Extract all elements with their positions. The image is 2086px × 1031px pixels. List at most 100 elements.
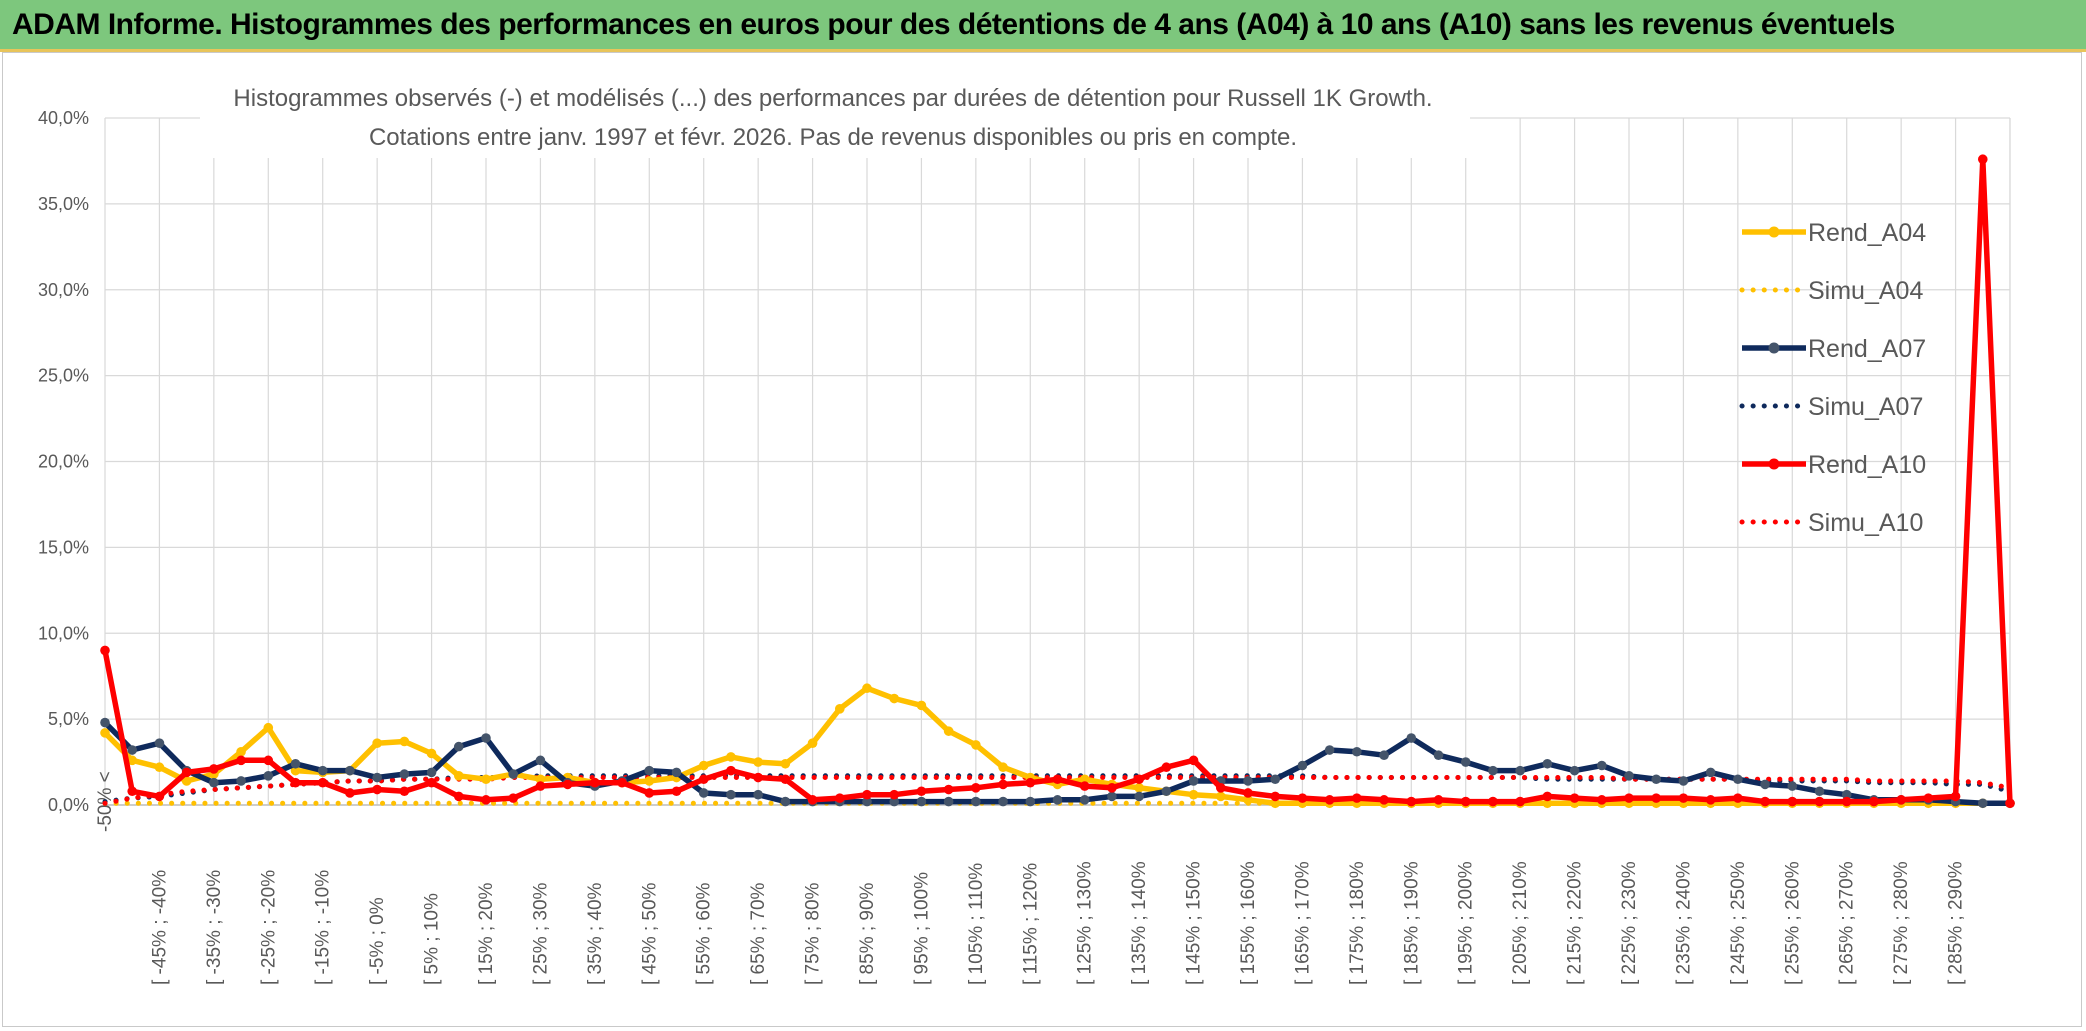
data-point — [1052, 795, 1063, 805]
data-point — [1324, 745, 1335, 755]
data-point — [971, 740, 981, 750]
data-point — [1079, 781, 1090, 791]
data-point — [889, 693, 900, 704]
legend-marker-Rend_A07 — [1768, 342, 1780, 354]
data-point — [1841, 796, 1852, 807]
data-point — [998, 796, 1008, 807]
legend-label: Rend_A07 — [1808, 335, 1926, 363]
data-point — [1188, 789, 1199, 800]
data-point — [317, 765, 328, 776]
data-point — [317, 777, 328, 788]
x-tick-label: [ 215% ; 220% — [1565, 861, 1586, 985]
data-point — [698, 760, 709, 771]
data-point — [1760, 779, 1770, 790]
x-tick-label: [ 75% ; 80% — [803, 882, 824, 985]
data-point — [1161, 762, 1172, 773]
data-point — [426, 777, 437, 788]
data-point — [263, 771, 274, 781]
data-point — [453, 741, 464, 752]
data-point — [644, 788, 655, 798]
x-tick-label: [ 5% ; 10% — [422, 893, 443, 985]
data-point — [535, 755, 546, 766]
data-point — [1569, 765, 1580, 776]
data-point — [1488, 796, 1498, 807]
data-point — [1515, 765, 1525, 776]
data-point — [100, 728, 110, 738]
data-point — [1569, 793, 1580, 803]
data-point — [1270, 798, 1281, 809]
data-point — [1651, 774, 1662, 785]
data-point — [1977, 154, 1988, 165]
data-point — [481, 774, 491, 785]
data-point — [807, 795, 818, 805]
data-point — [236, 776, 246, 786]
data-point — [426, 748, 437, 759]
data-point — [1243, 788, 1253, 798]
x-tick-label: [ 225% ; 230% — [1619, 861, 1640, 985]
data-point — [209, 764, 219, 774]
x-tick-label: [ 125% ; 130% — [1075, 861, 1096, 985]
data-point — [971, 796, 981, 807]
x-tick-label: [ 65% ; 70% — [748, 882, 769, 985]
data-point — [1134, 791, 1144, 802]
data-point — [127, 786, 138, 797]
data-point — [263, 722, 274, 733]
data-point — [1352, 746, 1362, 757]
legend-label: Rend_A10 — [1808, 451, 1926, 479]
chart-gridlines — [104, 117, 2011, 806]
x-axis-ticks: -50% <[ -45% ; -40%[ -35% ; -30%[ -25% ;… — [95, 771, 1967, 985]
data-point — [1297, 793, 1308, 803]
data-point — [862, 796, 872, 807]
data-point — [1406, 733, 1417, 743]
data-point — [862, 683, 872, 694]
data-point — [1297, 760, 1308, 771]
data-point — [726, 765, 736, 776]
chart-title-background — [200, 76, 1470, 158]
data-point — [535, 781, 546, 791]
data-point — [290, 758, 301, 769]
data-point — [372, 738, 382, 748]
y-tick-label: 0,0% — [48, 795, 89, 815]
data-point — [1733, 793, 1743, 803]
data-point — [998, 762, 1008, 773]
data-point — [100, 645, 110, 656]
data-point — [1243, 795, 1253, 805]
data-point — [1215, 783, 1226, 793]
data-point — [1733, 774, 1743, 785]
data-point — [1596, 795, 1607, 805]
data-point — [998, 779, 1008, 790]
data-point — [1460, 757, 1471, 767]
data-point — [154, 762, 165, 773]
data-point — [726, 752, 736, 762]
x-tick-label: [ 275% ; 280% — [1891, 861, 1912, 985]
data-point — [426, 767, 437, 778]
data-point — [889, 796, 900, 807]
data-point — [290, 777, 301, 788]
data-point — [1188, 755, 1199, 766]
data-point — [372, 772, 382, 783]
data-point — [1596, 760, 1607, 771]
x-tick-label: [ 145% ; 150% — [1184, 861, 1205, 985]
legend-marker-Rend_A04 — [1768, 226, 1780, 238]
x-tick-label: [ 35% ; 40% — [585, 882, 606, 985]
data-point — [1651, 793, 1662, 803]
chart-frame — [2, 52, 2082, 1027]
data-point — [807, 738, 818, 748]
data-point — [780, 774, 791, 785]
data-point — [1270, 791, 1281, 802]
legend-label: Simu_A07 — [1808, 393, 1923, 421]
data-point — [100, 717, 110, 728]
y-tick-label: 10,0% — [38, 623, 89, 643]
data-point — [1678, 776, 1689, 786]
x-tick-label: [ 95% ; 100% — [911, 872, 932, 985]
chart-title-block: Histogrammes observés (-) et modélisés (… — [200, 76, 1470, 158]
legend-label: Simu_A04 — [1808, 277, 1923, 305]
x-tick-label: [ 55% ; 60% — [694, 882, 715, 985]
data-point — [698, 774, 709, 785]
x-tick-label: [ 205% ; 210% — [1510, 861, 1531, 985]
data-point — [1705, 795, 1716, 805]
x-tick-label: [ 85% ; 90% — [857, 882, 878, 985]
data-point — [1760, 796, 1770, 807]
data-point — [671, 786, 682, 797]
data-point — [834, 793, 845, 803]
